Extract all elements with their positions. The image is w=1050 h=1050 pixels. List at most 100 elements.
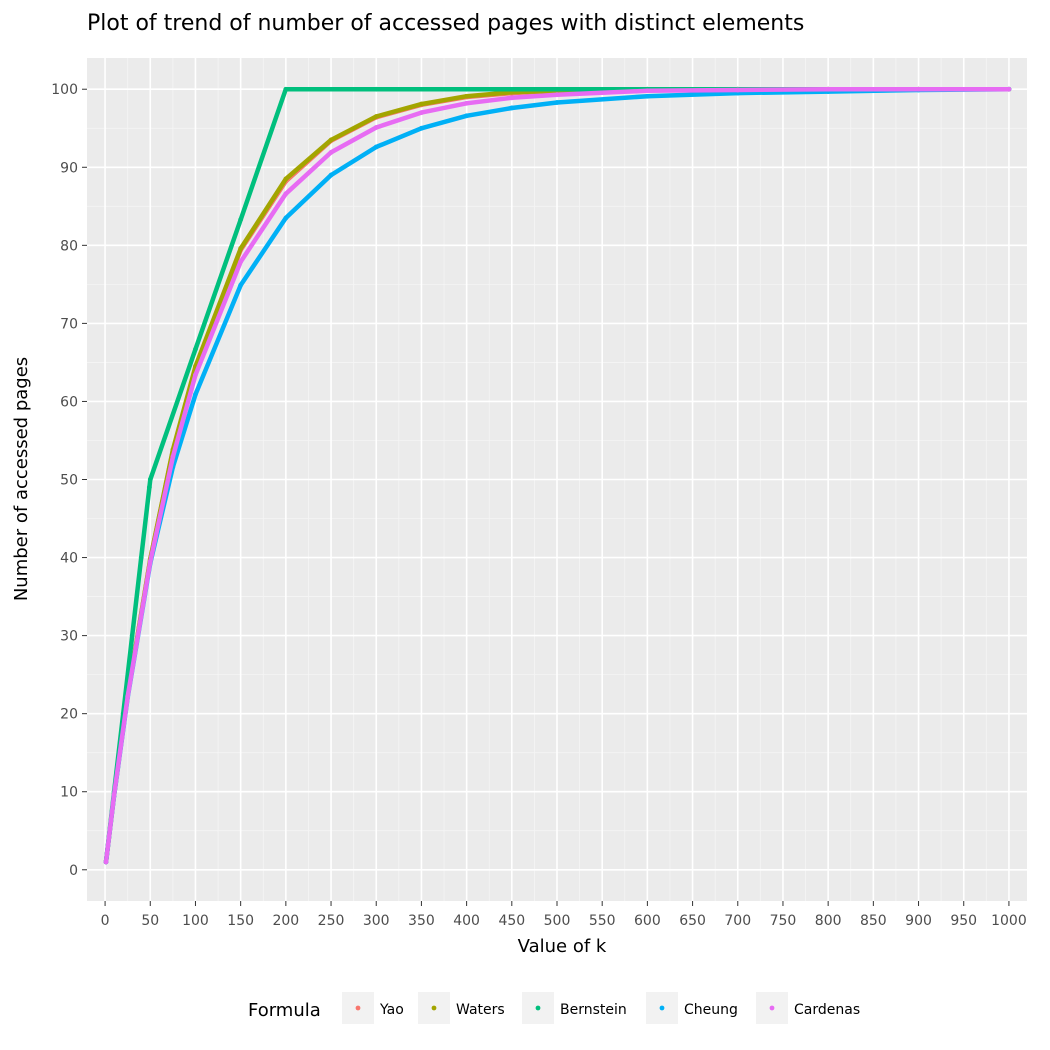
grid-major (87, 58, 1027, 901)
data-point (825, 86, 831, 92)
data-point (373, 144, 379, 150)
data-point (373, 125, 379, 130)
x-tick-label: 350 (408, 913, 435, 929)
y-tick-label: 50 (60, 473, 78, 489)
data-point (916, 86, 921, 92)
data-point (1006, 86, 1012, 92)
axis-ticks (82, 88, 1010, 906)
legend-keys: Yao Waters Bernstein Cheung Cardenas (342, 992, 860, 1024)
data-point (193, 372, 198, 378)
x-tick-label: 300 (363, 913, 390, 929)
y-tick-label: 40 (60, 551, 78, 567)
data-point (193, 346, 198, 352)
x-tick-label: 750 (770, 913, 797, 929)
x-tick-label: 50 (141, 913, 159, 929)
legend-label: Cheung (684, 1002, 738, 1018)
data-point (373, 86, 379, 92)
legend-key-dot (431, 1005, 437, 1011)
data-point (283, 215, 289, 221)
legend-item-cheung: Cheung (646, 992, 738, 1024)
data-point (238, 282, 244, 288)
data-point (644, 93, 650, 99)
x-tick-label: 0 (101, 913, 110, 929)
data-point (283, 176, 289, 182)
x-tick-label: 100 (182, 913, 209, 929)
legend-key-dot (535, 1005, 541, 1011)
data-point (146, 484, 152, 490)
x-tick-label: 900 (905, 913, 932, 929)
y-tick-label: 100 (51, 82, 78, 98)
x-tick-label: 800 (815, 913, 842, 929)
legend-item-cardenas: Cardenas (756, 992, 860, 1024)
y-tick-labels: 0 10 20 30 40 50 60 70 80 90 100 (51, 82, 78, 879)
x-tick-label: 400 (453, 913, 480, 929)
data-point (554, 86, 560, 92)
data-point (373, 114, 379, 119)
legend-key-dot (355, 1005, 361, 1011)
legend-item-yao: Yao (342, 992, 404, 1024)
y-tick-label: 70 (60, 316, 78, 332)
data-point (147, 559, 153, 564)
data-point (283, 191, 289, 197)
data-point (464, 100, 470, 106)
x-tick-label: 450 (498, 913, 525, 929)
data-point (464, 93, 470, 99)
data-point (238, 246, 244, 251)
data-point (111, 792, 117, 798)
x-tick-labels: 0 50 100 150 200 250 300 350 400 450 500 550 600 650 7… (101, 913, 1027, 929)
data-point (125, 694, 131, 699)
x-tick-label: 600 (634, 913, 661, 929)
data-point (129, 633, 135, 639)
y-axis-title: Number of accessed pages (11, 357, 32, 601)
data-point (328, 137, 334, 143)
legend: Formula Yao Waters Bernstein Cheung Cardenas (248, 992, 860, 1024)
y-tick-label: 10 (60, 785, 78, 801)
x-tick-label: 1000 (991, 913, 1027, 929)
legend-label: Yao (379, 1002, 404, 1018)
legend-key-dot (659, 1005, 665, 1011)
x-tick-label: 650 (679, 913, 706, 929)
legend-title: Formula (248, 1000, 321, 1021)
series-cardenas (103, 86, 1012, 865)
data-point (238, 259, 244, 265)
y-tick-label: 0 (69, 863, 78, 879)
chart-title: Plot of trend of number of accessed page… (87, 11, 804, 36)
x-tick-label: 950 (950, 913, 977, 929)
data-point (554, 92, 560, 98)
legend-item-bernstein: Bernstein (522, 992, 627, 1024)
data-point (735, 87, 741, 93)
x-tick-label: 250 (318, 913, 345, 929)
x-tick-label: 550 (589, 913, 616, 929)
data-point (170, 454, 176, 460)
data-point (193, 392, 198, 397)
x-tick-label: 500 (544, 913, 571, 929)
series-layer (103, 86, 1012, 865)
y-tick-label: 30 (60, 629, 78, 645)
data-point (283, 86, 289, 92)
data-point (328, 150, 334, 155)
data-point (103, 859, 109, 865)
x-axis-title: Value of k (518, 936, 607, 957)
data-point (419, 125, 424, 131)
x-tick-label: 700 (724, 913, 751, 929)
x-tick-label: 200 (272, 913, 299, 929)
data-point (138, 555, 144, 560)
data-point (644, 88, 650, 94)
data-point (554, 100, 560, 105)
data-point (509, 105, 515, 111)
legend-item-waters: Waters (418, 992, 505, 1024)
data-point (464, 86, 470, 92)
y-tick-label: 60 (60, 394, 78, 410)
x-tick-label: 150 (227, 913, 254, 929)
y-tick-label: 20 (60, 707, 78, 723)
legend-key-dot (769, 1005, 775, 1011)
data-point (238, 217, 244, 222)
y-tick-label: 80 (60, 238, 78, 254)
x-tick-label: 850 (860, 913, 887, 929)
y-tick-label: 90 (60, 160, 78, 176)
data-point (464, 113, 470, 119)
data-point (509, 95, 515, 101)
legend-label: Cardenas (794, 1002, 860, 1018)
data-point (328, 172, 334, 178)
